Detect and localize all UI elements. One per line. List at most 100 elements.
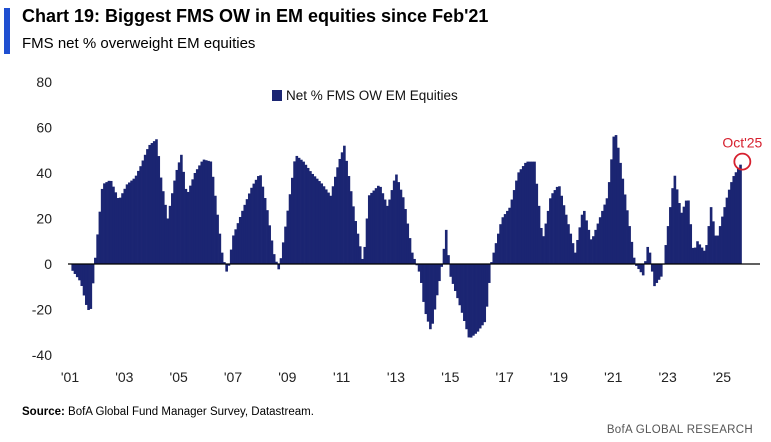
data-bar — [272, 254, 276, 264]
data-bar — [84, 264, 88, 305]
data-bar — [569, 233, 573, 264]
data-bar — [354, 221, 357, 264]
data-bar — [669, 207, 672, 264]
data-bar — [503, 214, 507, 264]
data-bar — [449, 264, 453, 277]
data-bar — [268, 225, 271, 264]
data-bar — [245, 199, 249, 264]
data-bar — [476, 264, 480, 332]
data-bar — [417, 264, 421, 272]
data-bar — [175, 169, 179, 264]
data-bar — [709, 207, 713, 264]
data-bar — [80, 264, 84, 286]
data-bar — [712, 221, 715, 264]
data-bar — [472, 264, 475, 336]
data-bar — [257, 176, 260, 264]
data-bar — [293, 161, 296, 264]
data-bar — [168, 205, 172, 264]
data-bar — [533, 161, 536, 264]
data-bar — [159, 177, 163, 264]
data-bar — [207, 160, 210, 264]
x-tick-label: '21 — [604, 369, 622, 385]
data-bar — [367, 195, 371, 264]
data-bar — [433, 264, 437, 310]
data-bar — [200, 161, 204, 264]
data-bar — [598, 217, 602, 264]
annotation-label: Oct'25 — [722, 135, 762, 151]
data-bar — [537, 205, 541, 264]
data-bar — [71, 264, 75, 271]
data-bar — [506, 210, 509, 264]
brand-label: BofA GLOBAL RESEARCH — [606, 424, 753, 436]
data-bar — [705, 245, 708, 264]
data-bar — [202, 159, 206, 264]
data-bar — [481, 264, 484, 326]
data-bar — [438, 264, 441, 282]
data-bar — [275, 261, 278, 264]
data-bar — [107, 180, 111, 264]
data-bar — [659, 264, 663, 277]
data-bar — [128, 182, 131, 264]
data-bar — [594, 229, 597, 264]
data-bar — [576, 239, 579, 264]
data-bar — [229, 249, 233, 264]
source-label: Source: — [22, 406, 65, 418]
data-bar — [238, 216, 242, 264]
data-bar — [89, 264, 93, 309]
data-bar — [306, 167, 310, 264]
data-bar — [687, 200, 690, 264]
data-bar — [347, 176, 351, 264]
data-bar — [377, 185, 380, 264]
data-bar — [573, 252, 577, 264]
data-bar — [544, 223, 548, 264]
data-bar — [422, 264, 425, 302]
data-bar — [191, 179, 195, 264]
data-bar — [125, 184, 129, 264]
x-tick-label: '03 — [115, 369, 133, 385]
data-bar — [180, 154, 183, 264]
data-bar — [553, 190, 557, 264]
data-bar — [497, 233, 500, 264]
data-bar — [648, 252, 652, 264]
data-bar — [401, 197, 405, 264]
data-bar — [410, 252, 414, 264]
data-bar — [721, 216, 724, 264]
data-bar — [331, 186, 335, 264]
y-tick-label: 80 — [36, 74, 52, 90]
data-bar — [134, 175, 138, 264]
data-bar — [564, 214, 568, 264]
data-bar — [374, 188, 378, 264]
y-tick-label: 60 — [36, 120, 52, 136]
data-bar — [193, 173, 197, 264]
data-bar — [189, 185, 192, 264]
data-bar — [315, 178, 319, 264]
data-bar — [279, 258, 283, 264]
data-bar — [555, 186, 559, 264]
data-bar — [204, 160, 208, 264]
data-bar — [263, 198, 267, 264]
data-bar — [87, 264, 90, 311]
data-bar — [247, 193, 251, 264]
data-bar — [458, 264, 462, 306]
x-tick-label: '23 — [659, 369, 677, 385]
data-bar — [517, 172, 520, 264]
data-bar — [390, 190, 394, 264]
data-bar — [399, 189, 403, 264]
data-bar — [560, 195, 563, 264]
data-bar — [693, 247, 697, 264]
data-bar — [383, 199, 387, 264]
data-bar — [526, 161, 530, 264]
data-bar — [358, 246, 362, 264]
data-bar — [304, 164, 308, 264]
data-bar — [241, 210, 244, 264]
data-bar — [739, 164, 742, 264]
data-bar — [614, 135, 618, 264]
data-bar — [211, 176, 215, 264]
x-tick-label: '07 — [224, 369, 242, 385]
data-bar — [166, 218, 170, 264]
data-bar — [290, 177, 294, 264]
data-bar — [284, 226, 287, 264]
x-tick-label: '09 — [278, 369, 296, 385]
data-bar — [678, 203, 681, 264]
data-bar — [288, 194, 292, 264]
